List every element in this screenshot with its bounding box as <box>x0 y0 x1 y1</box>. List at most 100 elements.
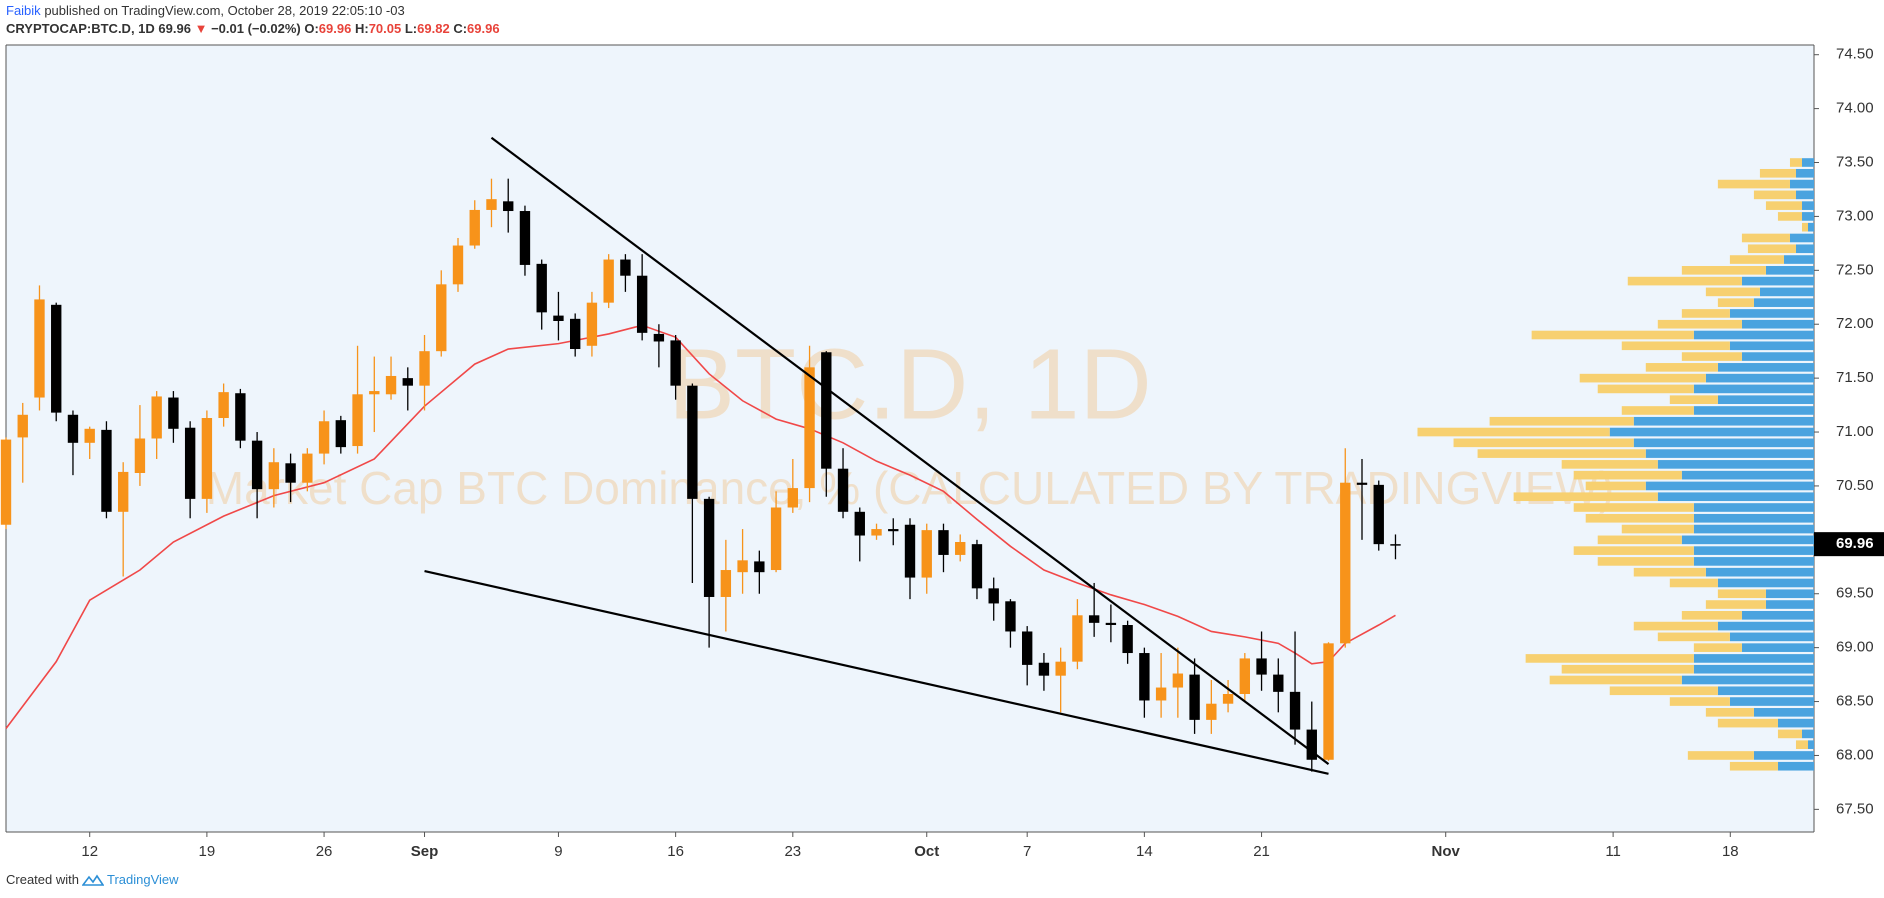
candle-body <box>51 304 62 413</box>
x-tick-label: 26 <box>316 843 333 860</box>
x-tick-label: 12 <box>81 843 98 860</box>
x-tick-label: 18 <box>1722 843 1739 860</box>
x-tick-label: 19 <box>199 843 216 860</box>
volume-down <box>1807 740 1814 749</box>
o-value: 69.96 <box>318 21 352 36</box>
candle-body <box>754 561 765 573</box>
volume-up <box>1777 212 1802 221</box>
volume-down <box>1795 168 1814 178</box>
candle-body <box>1055 661 1066 676</box>
volume-down <box>1753 298 1814 307</box>
volume-up <box>1579 373 1706 383</box>
volume-up <box>1417 427 1610 437</box>
volume-up <box>1573 546 1694 555</box>
y-tick-label: 74.00 <box>1836 100 1874 117</box>
change-arrow: ▼ <box>194 21 208 36</box>
candle-body <box>151 396 162 439</box>
symbol: CRYPTOCAP:BTC.D, 1D <box>6 21 155 36</box>
candle-body <box>385 375 397 395</box>
candle-body <box>318 421 330 454</box>
volume-up <box>1621 341 1730 351</box>
volume-down <box>1729 632 1814 642</box>
author: Faibik <box>6 3 41 18</box>
volume-down <box>1765 589 1814 599</box>
volume-down <box>1753 708 1814 717</box>
volume-down <box>1765 600 1814 609</box>
volume-up <box>1633 567 1706 577</box>
y-tick-label: 73.50 <box>1836 153 1874 170</box>
candle-body <box>653 333 665 342</box>
candle-body <box>1139 653 1150 701</box>
volume-up <box>1801 222 1808 232</box>
volume-down <box>1777 761 1814 771</box>
volume-up <box>1573 503 1694 512</box>
x-tick-label: Nov <box>1432 843 1461 860</box>
logo-shape <box>81 874 104 886</box>
volume-up <box>1765 201 1802 210</box>
volume-up <box>1585 513 1694 523</box>
volume-up <box>1705 600 1766 609</box>
volume-up <box>1657 319 1742 329</box>
volume-down <box>1693 524 1814 534</box>
h-label: H: <box>354 21 369 36</box>
volume-down <box>1693 330 1814 340</box>
watermark-subtitle: Market Cap BTC Dominance, % (CALCULATED … <box>206 462 1614 514</box>
volume-up <box>1681 309 1730 318</box>
volume-up <box>1717 718 1778 728</box>
candle-body <box>503 201 514 212</box>
candle-body <box>1021 631 1033 665</box>
candle-body <box>1105 622 1117 626</box>
trendline <box>490 136 1330 765</box>
candle-body <box>603 259 614 303</box>
candle-body <box>302 453 313 483</box>
volume-down <box>1633 438 1814 448</box>
candle-body <box>971 544 983 589</box>
candle-body <box>1306 729 1317 760</box>
candle-body <box>1256 658 1267 675</box>
candle-body <box>1373 484 1384 545</box>
volume-down <box>1633 416 1814 426</box>
c-label: C: <box>453 21 468 36</box>
volume-up <box>1621 524 1694 534</box>
volume-up <box>1795 740 1808 749</box>
trendline <box>424 570 1329 775</box>
volume-down <box>1681 470 1814 480</box>
volume-up <box>1705 708 1754 717</box>
candle-body <box>101 429 112 512</box>
candle-body <box>218 392 229 419</box>
y-tick-label: 72.00 <box>1836 315 1874 332</box>
l-value: 69.82 <box>417 21 450 36</box>
candle-body <box>1005 601 1016 632</box>
x-tick-label: 23 <box>784 843 801 860</box>
volume-up <box>1597 535 1682 545</box>
volume-up <box>1729 761 1778 771</box>
x-tick-label: Oct <box>914 843 939 860</box>
last-value: 69.96 <box>158 21 191 36</box>
volume-up <box>1789 158 1802 167</box>
candle-body <box>1222 694 1234 704</box>
candle-body <box>1206 703 1217 720</box>
c-value: 69.96 <box>467 21 500 36</box>
volume-up <box>1627 276 1742 286</box>
candle-body <box>486 199 497 210</box>
volume-down <box>1657 492 1814 502</box>
volume-up <box>1693 643 1742 652</box>
candle-body <box>770 507 782 571</box>
candle-body <box>201 418 213 499</box>
candle-body <box>251 440 263 490</box>
volume-down <box>1789 179 1814 189</box>
legend-line: CRYPTOCAP:BTC.D, 1D 69.96 ▼ −0.01 (−0.02… <box>6 21 500 36</box>
volume-down <box>1693 664 1814 674</box>
volume-down <box>1693 546 1814 555</box>
candle-body <box>569 318 581 350</box>
volume-up <box>1585 481 1646 491</box>
y-tick-label: 72.50 <box>1836 261 1874 278</box>
candle-body <box>536 263 547 313</box>
candle-body <box>955 541 966 555</box>
x-tick-label: 7 <box>1023 843 1031 860</box>
candle-body <box>67 414 79 443</box>
volume-up <box>1597 557 1694 566</box>
candle-body <box>1390 544 1401 546</box>
